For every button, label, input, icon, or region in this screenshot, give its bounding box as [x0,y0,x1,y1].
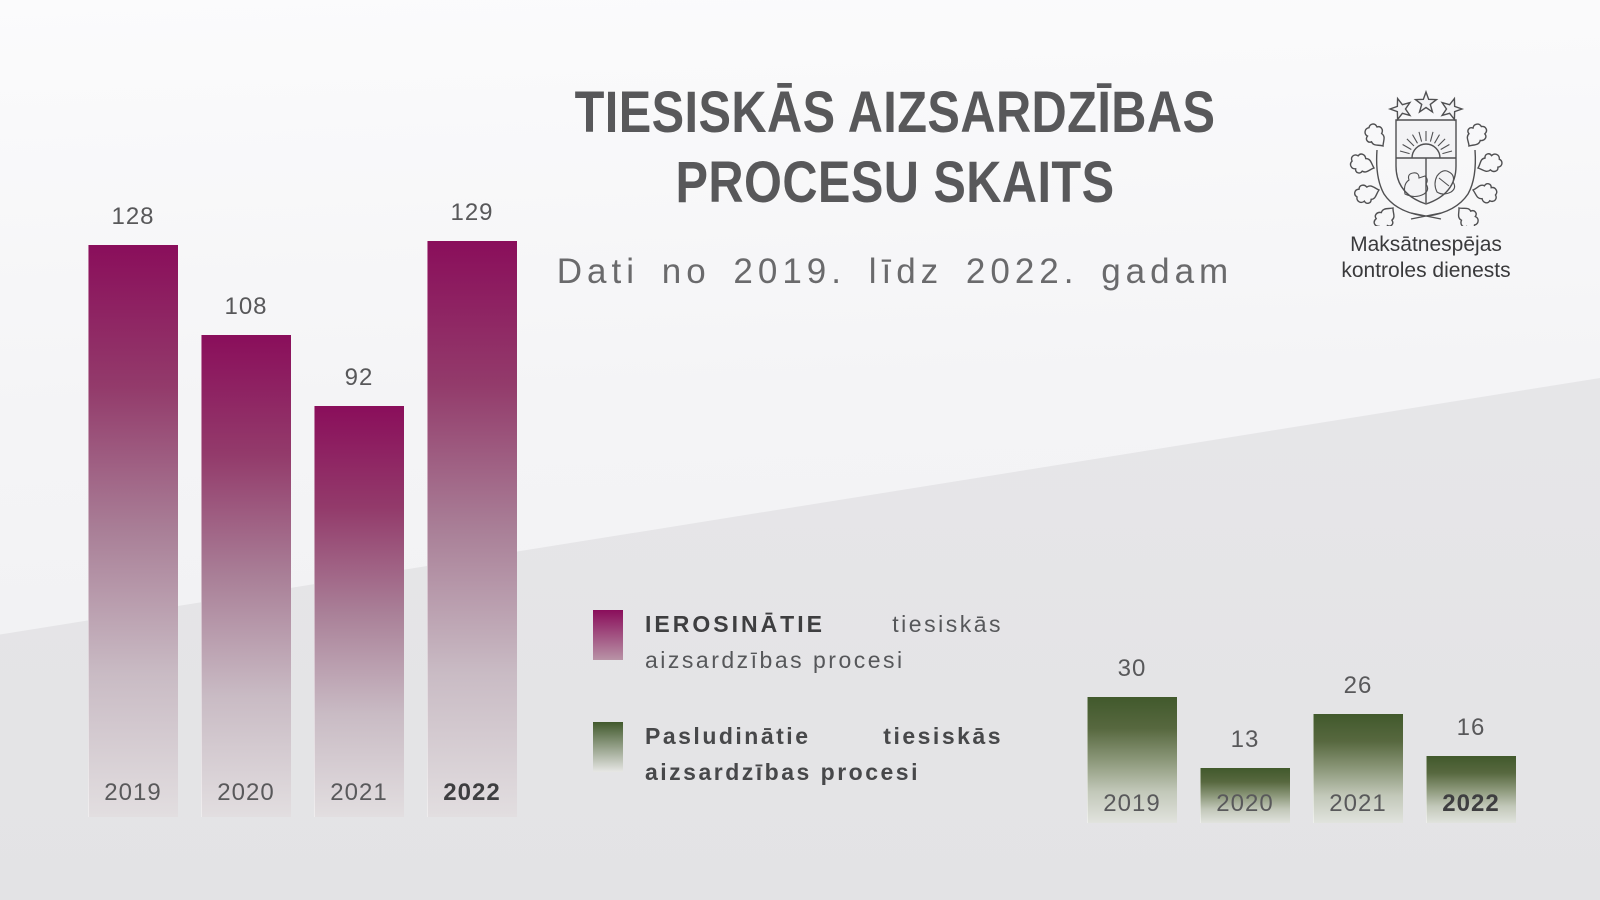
bar-2019 [88,245,178,817]
page-title: TIESISKĀS AIZSARDZĪBAS PROCESU SKAITS [496,78,1294,218]
bar-group-2019: 128 2019 [88,172,178,817]
year-label-2021: 2021 [1329,790,1387,817]
legend-label-emphasis: IEROSINĀTIE [645,611,825,637]
bar-chart-initiated-processes: 128 2019 108 2020 92 2021 129 2022 [88,172,517,817]
page-subtitle: Dati no 2019. līdz 2022. gadam [556,252,1234,291]
page-title-line2: PROCESU SKAITS [675,150,1115,215]
bar-group-2021: 26 2021 [1313,613,1403,823]
year-label-2022: 2022 [1442,790,1500,817]
bar-2020 [1200,768,1290,823]
bar-group-2022: 129 2022 [427,172,517,817]
legend-label-line2: aizsardzības procesi [645,759,920,785]
legend-item-initiated: IEROSINĀTIE tiesiskās aizsardzības proce… [593,606,1003,678]
year-label-2020: 2020 [1216,790,1274,817]
coat-of-arms-icon [1346,91,1505,226]
value-label-2022: 129 [450,199,494,226]
bar-2022 [427,241,517,817]
bar-2021 [1313,714,1403,823]
legend-text-declared: Pasludinātie tiesiskās aizsardzības proc… [645,718,1003,790]
legend-item-declared: Pasludinātie tiesiskās aizsardzības proc… [593,718,1003,790]
bar-2021 [314,406,404,817]
value-label-2019: 128 [111,203,155,230]
legend-label-rest: tiesiskās [883,723,1003,749]
legend-label-rest: tiesiskās [892,611,1003,637]
legend-swatch-declared [593,722,623,772]
year-label-2019: 2019 [1103,790,1161,817]
organization-name-line2: kontroles dienests [1341,259,1511,282]
organization-logo: Maksātnespējas kontroles dienests [1306,88,1546,284]
legend-label-emphasis: Pasludinātie [645,723,811,749]
legend-swatch-initiated [593,610,623,660]
organization-name: Maksātnespējas kontroles dienests [1306,232,1546,284]
legend-label-line2: aizsardzības procesi [645,647,905,673]
year-label-2022: 2022 [443,779,501,806]
value-label-2021: 92 [344,364,374,391]
bar-chart-declared-processes: 30 2019 13 2020 26 2021 16 2022 [1087,613,1516,823]
year-label-2020: 2020 [217,779,275,806]
bar-2022 [1426,756,1516,823]
bar-group-2019: 30 2019 [1087,613,1177,823]
bar-group-2020: 13 2020 [1200,613,1290,823]
year-label-2019: 2019 [104,779,162,806]
page-title-line1: TIESISKĀS AIZSARDZĪBAS [574,80,1216,145]
value-label-2020: 108 [224,293,268,320]
value-label-2019: 30 [1117,655,1147,682]
year-label-2021: 2021 [330,779,388,806]
value-label-2021: 26 [1343,672,1373,699]
bar-2019 [1087,697,1177,823]
bar-group-2022: 16 2022 [1426,613,1516,823]
bar-2020 [201,335,291,817]
value-label-2020: 13 [1230,726,1260,753]
value-label-2022: 16 [1456,714,1486,741]
legend-text-initiated: IEROSINĀTIE tiesiskās aizsardzības proce… [645,606,1003,678]
bar-group-2020: 108 2020 [201,172,291,817]
organization-name-line1: Maksātnespējas [1350,233,1502,256]
bar-group-2021: 92 2021 [314,172,404,817]
